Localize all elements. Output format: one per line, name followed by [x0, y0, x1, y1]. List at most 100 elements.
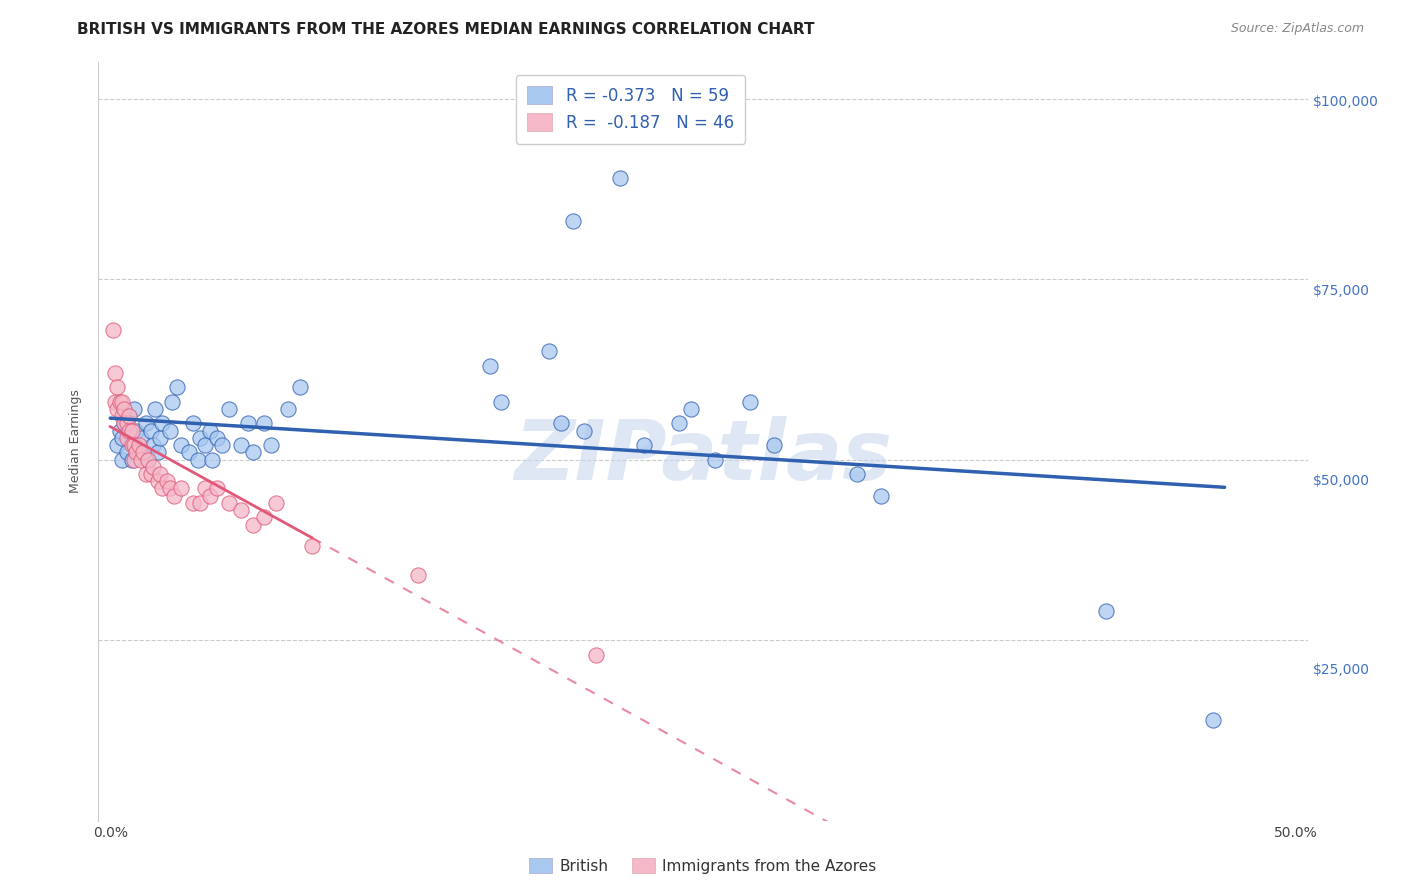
Point: [288, 380, 311, 394]
Point: [104, 366, 127, 380]
Point: [115, 445, 138, 459]
Point: [264, 496, 287, 510]
Point: [105, 380, 128, 394]
Point: [105, 438, 128, 452]
Point: [242, 445, 264, 459]
Point: [128, 438, 150, 452]
Point: [550, 417, 572, 431]
Point: [253, 510, 276, 524]
Point: [146, 445, 169, 459]
Point: [104, 394, 127, 409]
Point: [218, 496, 240, 510]
Point: [143, 402, 166, 417]
Point: [218, 402, 240, 417]
Point: [170, 438, 193, 452]
Point: [152, 417, 174, 431]
Point: [125, 445, 148, 459]
Point: [253, 417, 276, 431]
Point: [703, 452, 725, 467]
Point: [111, 431, 134, 445]
Point: [211, 438, 233, 452]
Point: [194, 438, 217, 452]
Point: [205, 482, 228, 496]
Point: [121, 438, 143, 452]
Point: [139, 467, 162, 481]
Point: [122, 438, 145, 452]
Point: [236, 417, 259, 431]
Point: [229, 438, 252, 452]
Point: [114, 417, 136, 431]
Point: [668, 417, 690, 431]
Point: [135, 467, 157, 481]
Point: [187, 452, 209, 467]
Point: [156, 475, 179, 489]
Point: [118, 409, 141, 424]
Point: [478, 359, 501, 373]
Point: [136, 452, 159, 467]
Point: [869, 489, 891, 503]
Point: [205, 431, 228, 445]
Point: [135, 417, 157, 431]
Point: [242, 517, 264, 532]
Point: [111, 452, 134, 467]
Point: [121, 424, 143, 438]
Point: [159, 482, 181, 496]
Point: [177, 445, 200, 459]
Point: [114, 402, 136, 417]
Point: [163, 489, 186, 503]
Point: [633, 438, 655, 452]
Point: [201, 452, 224, 467]
Point: [198, 424, 221, 438]
Point: [1202, 713, 1225, 727]
Point: [108, 424, 131, 438]
Point: [129, 431, 152, 445]
Point: [108, 394, 131, 409]
Point: [115, 417, 138, 431]
Point: [229, 503, 252, 517]
Point: [277, 402, 299, 417]
Point: [132, 445, 155, 459]
Point: [1095, 604, 1118, 618]
Point: [129, 452, 152, 467]
Point: [740, 394, 762, 409]
Text: Source: ZipAtlas.com: Source: ZipAtlas.com: [1230, 22, 1364, 36]
Point: [105, 402, 128, 417]
Point: [149, 467, 172, 481]
Point: [585, 648, 607, 662]
Point: [491, 394, 513, 409]
Point: [136, 452, 159, 467]
Legend: R = -0.373   N = 59, R =  -0.187   N = 46: R = -0.373 N = 59, R = -0.187 N = 46: [516, 75, 745, 144]
Point: [139, 424, 162, 438]
Point: [128, 445, 150, 459]
Point: [846, 467, 869, 481]
Point: [111, 409, 134, 424]
Point: [142, 459, 165, 474]
Point: [198, 489, 221, 503]
Point: [537, 344, 560, 359]
Point: [152, 482, 174, 496]
Point: [125, 424, 148, 438]
Point: [149, 431, 172, 445]
Point: [160, 394, 183, 409]
Point: [194, 482, 217, 496]
Point: [118, 409, 141, 424]
Point: [190, 496, 212, 510]
Point: [122, 402, 145, 417]
Point: [181, 417, 204, 431]
Legend: British, Immigrants from the Azores: British, Immigrants from the Azores: [523, 852, 883, 880]
Point: [190, 431, 212, 445]
Point: [142, 438, 165, 452]
Point: [301, 539, 323, 553]
Point: [170, 482, 193, 496]
Point: [181, 496, 204, 510]
Point: [122, 452, 145, 467]
Text: BRITISH VS IMMIGRANTS FROM THE AZORES MEDIAN EARNINGS CORRELATION CHART: BRITISH VS IMMIGRANTS FROM THE AZORES ME…: [77, 22, 815, 37]
Point: [609, 171, 631, 186]
Point: [166, 380, 188, 394]
Point: [118, 424, 141, 438]
Point: [763, 438, 786, 452]
Point: [115, 431, 138, 445]
Point: [561, 214, 583, 228]
Point: [122, 438, 145, 452]
Y-axis label: Median Earnings: Median Earnings: [69, 390, 83, 493]
